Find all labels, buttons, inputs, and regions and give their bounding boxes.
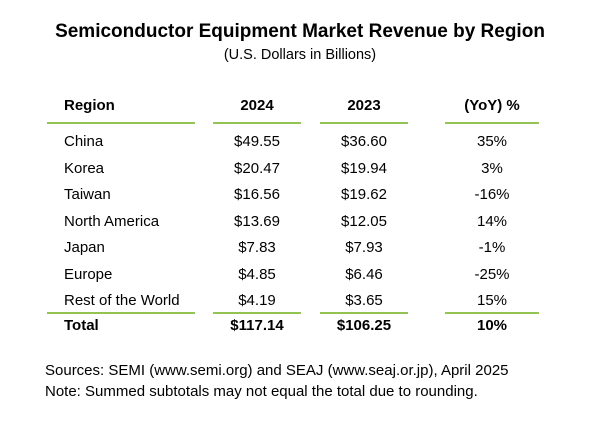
- total-2024-cell: $117.14: [230, 317, 284, 334]
- value-2023-cell: $19.62: [341, 186, 387, 203]
- header-rule-yoy: [445, 122, 539, 124]
- yoy-cell: -1%: [478, 239, 506, 256]
- column-header-2024: 2024: [240, 97, 274, 114]
- value-2024-cell: $16.56: [234, 186, 280, 203]
- value-2023-cell: $19.94: [341, 159, 387, 177]
- total-rule-2023: [320, 312, 408, 314]
- total-rule-yoy: [445, 312, 539, 314]
- region-cell: Korea: [64, 159, 105, 177]
- page-title: Semiconductor Equipment Market Revenue b…: [55, 21, 545, 42]
- value-2023-cell: $36.60: [341, 133, 387, 150]
- region-cell: Europe: [64, 265, 113, 283]
- sources-note: Sources: SEMI (www.semi.org) and SEAJ (w…: [45, 362, 509, 379]
- header-rule-2023: [320, 122, 408, 124]
- value-2023-cell: $12.05: [341, 212, 387, 230]
- region-cell: North America: [64, 212, 160, 230]
- total-rule-2024: [213, 312, 301, 314]
- column-header-2023: 2023: [347, 97, 381, 114]
- yoy-cell: 3%: [481, 159, 503, 177]
- header-rule-2024: [213, 122, 301, 124]
- yoy-cell: 15%: [476, 292, 508, 309]
- region-cell: Japan: [64, 239, 105, 256]
- column-header-yoy: (YoY) %: [464, 97, 520, 114]
- yoy-cell: -25%: [474, 265, 510, 283]
- total-region-cell: Total: [64, 317, 99, 334]
- header-rule-region: [47, 122, 195, 124]
- region-cell: Rest of the World: [64, 292, 180, 309]
- yoy-cell: 14%: [476, 212, 508, 230]
- total-yoy-cell: 10%: [476, 317, 508, 334]
- value-2023-cell: $6.46: [345, 265, 383, 283]
- value-2023-cell: $3.65: [345, 292, 383, 309]
- column-header-region: Region: [64, 97, 115, 114]
- region-cell: Taiwan: [64, 186, 111, 203]
- value-2024-cell: $4.85: [238, 265, 276, 283]
- page-subtitle: (U.S. Dollars in Billions): [223, 47, 377, 63]
- value-2024-cell: $7.83: [238, 239, 276, 256]
- value-2024-cell: $20.47: [234, 159, 280, 177]
- total-rule-region: [47, 312, 195, 314]
- value-2024-cell: $13.69: [234, 212, 280, 230]
- yoy-cell: -16%: [474, 186, 510, 203]
- value-2024-cell: $4.19: [238, 292, 276, 309]
- yoy-cell: 35%: [476, 133, 508, 150]
- region-cell: China: [64, 133, 104, 150]
- value-2023-cell: $7.93: [345, 239, 383, 256]
- total-2023-cell: $106.25: [336, 317, 392, 334]
- rounding-note: Note: Summed subtotals may not equal the…: [45, 383, 478, 400]
- value-2024-cell: $49.55: [234, 133, 280, 150]
